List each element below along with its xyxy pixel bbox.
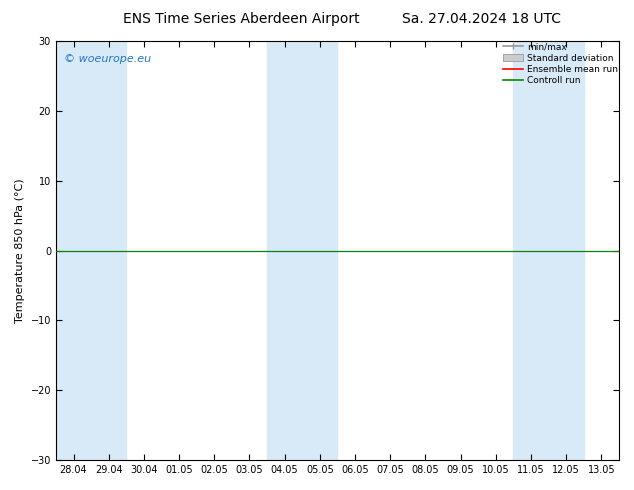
Text: ENS Time Series Aberdeen Airport: ENS Time Series Aberdeen Airport	[122, 12, 359, 26]
Text: © woeurope.eu: © woeurope.eu	[65, 53, 152, 64]
Bar	[267, 41, 337, 460]
Legend: min/max, Standard deviation, Ensemble mean run, Controll run: min/max, Standard deviation, Ensemble me…	[503, 43, 618, 85]
Y-axis label: Temperature 850 hPa (°C): Temperature 850 hPa (°C)	[15, 178, 25, 323]
Bar	[56, 41, 126, 460]
Bar	[514, 41, 584, 460]
Text: Sa. 27.04.2024 18 UTC: Sa. 27.04.2024 18 UTC	[403, 12, 561, 26]
